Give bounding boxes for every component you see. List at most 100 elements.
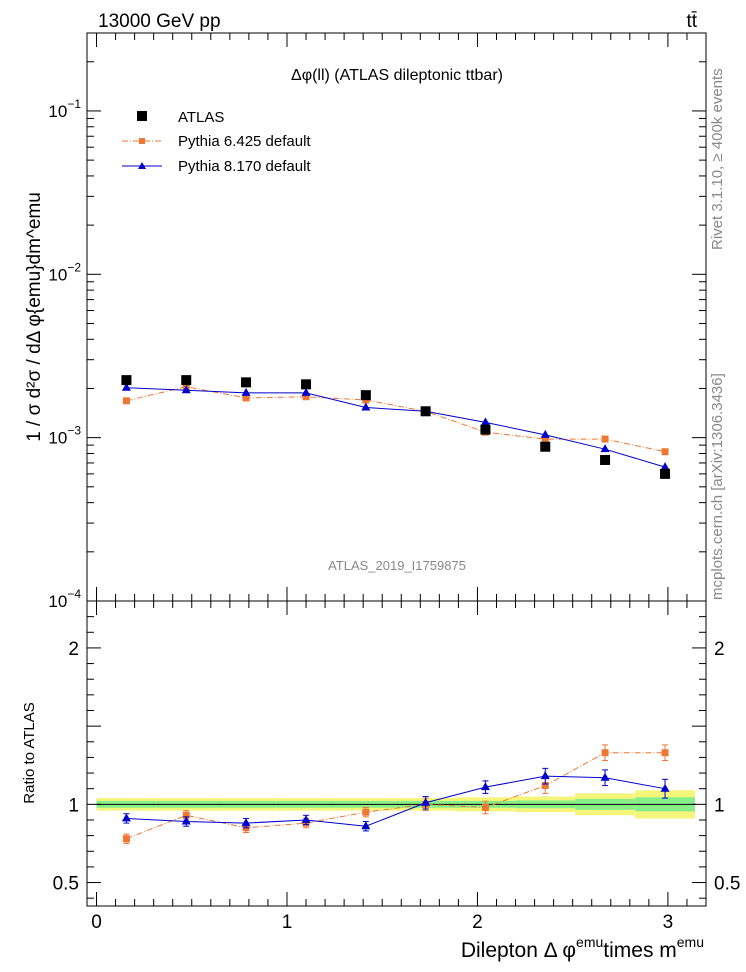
main-atlas-point (301, 379, 312, 390)
x-axis-label-main: Dilepton Δ φ (461, 939, 576, 962)
main-atlas-point (660, 468, 671, 479)
legend-pythia8-marker (138, 162, 146, 169)
main-atlas-point (241, 377, 252, 388)
ratio-axis-ticks (87, 601, 706, 906)
x-tick-labels: 0 1 2 3 (91, 912, 673, 933)
ratio-pythia6-point (601, 749, 609, 757)
main-pythia8-point (660, 462, 670, 471)
main-y-tick-labels: 10−110−210−310−4 (48, 97, 81, 611)
main-pythia8-line (126, 387, 666, 468)
main-pythia8-point (181, 385, 191, 394)
main-pythia8-point (241, 387, 251, 396)
legend-pythia6-marker (139, 138, 145, 144)
ratio-pythia8-point (480, 782, 490, 791)
main-pythia6-point (661, 448, 669, 456)
main-y-tick-mantissa: 10 (48, 265, 67, 284)
ratio-pythia8-point (421, 797, 431, 806)
ratio-pythia8-point (121, 813, 131, 822)
ratio-pythia6-point (362, 808, 370, 816)
ratio-pythia8-point (301, 814, 311, 823)
main-atlas-point (181, 375, 192, 386)
analysis-watermark: ATLAS_2019_I1759875 (328, 558, 466, 573)
ratio-y-tick-label: 1 (68, 795, 79, 816)
main-panel: Δφ(ll) (ATLAS dileptonic ttbar) ATLAS_20… (24, 32, 707, 611)
ratio-pythia8-point (540, 771, 550, 780)
ratio-pythia6-point (182, 811, 190, 819)
ratio-y-tick-label-right: 0.5 (714, 874, 740, 895)
main-pythia6-point (122, 397, 130, 405)
ratio-pythia8-point (241, 818, 251, 827)
ratio-y-tick-label: 0.5 (53, 874, 79, 895)
ratio-pythia8-point (361, 821, 371, 830)
ratio-pythia6-point (122, 835, 130, 843)
main-pythia8-point (121, 382, 131, 391)
main-pythia6-point (302, 393, 310, 401)
main-atlas-point (480, 424, 491, 435)
main-axis-ticks (87, 33, 706, 602)
mcplots-source-label: mcplots.cern.ch [arXiv:1306.3436] (709, 373, 726, 600)
ratio-y-tick-label-right: 1 (714, 795, 725, 816)
ratio-pythia6-point (541, 782, 549, 790)
header-energy-label: 13000 GeV pp (98, 11, 221, 32)
ratio-pythia6-point (661, 749, 669, 757)
main-pythia8-point (540, 429, 550, 438)
main-y-tick-label: 10−3 (48, 424, 81, 448)
main-y-axis-label: 1 / σ d²σ / dΔ φ{emu}dm^emu (24, 192, 45, 442)
ratio-pythia8-point (600, 772, 610, 781)
x-tick-label: 3 (663, 912, 674, 933)
x-tick-label: 0 (91, 912, 102, 933)
legend-atlas-marker (137, 111, 147, 121)
main-pythia6-point (601, 435, 609, 443)
ratio-y-tick-labels: 0.5 1 2 (53, 639, 79, 895)
x-axis-label-sup1: emu (576, 934, 603, 950)
x-tick-label: 1 (282, 912, 293, 933)
ratio-frame (86, 600, 707, 907)
main-pythia6-point (541, 435, 549, 443)
main-atlas-point (360, 390, 371, 401)
legend-pythia6-label: Pythia 6.425 default (178, 133, 311, 150)
ratio-y-axis-label: Ratio to ATLAS (21, 702, 38, 803)
main-y-tick-exponent: −4 (67, 587, 81, 601)
rivet-version-label: Rivet 3.1.10, ≥ 400k events (709, 68, 726, 250)
main-atlas-point (600, 454, 611, 465)
main-pythia8-point (361, 402, 371, 411)
ratio-pythia6-line (126, 752, 666, 840)
main-y-tick-label: 10−4 (48, 587, 81, 611)
legend: ATLAS Pythia 6.425 default Pythia 8.170 … (122, 109, 311, 175)
ratio-pythia6-point (481, 803, 489, 811)
legend-pythia8-label: Pythia 8.170 default (178, 158, 311, 175)
ratio-y-tick-labels-right: 0.5 1 2 (714, 639, 740, 895)
x-tick-label: 2 (472, 912, 483, 933)
main-pythia8-point (480, 417, 490, 426)
ratio-pythia8-point (181, 816, 191, 825)
main-series-layer (121, 375, 671, 479)
main-pythia6-point (242, 394, 250, 402)
main-pythia8-point (600, 444, 610, 453)
main-title: Δφ(ll) (ATLAS dileptonic ttbar) (291, 67, 503, 84)
x-axis-label-mid: times m (603, 939, 677, 962)
legend-atlas-label: ATLAS (178, 109, 224, 126)
main-y-tick-exponent: −3 (67, 424, 81, 438)
ratio-pythia8-line (126, 775, 666, 827)
ratio-pythia8-point (660, 783, 670, 792)
main-y-tick-mantissa: 10 (48, 429, 67, 448)
ratio-panel: 0.5 1 2 0.5 1 2 Ratio to ATLAS 0 1 2 3 Dilepton… (21, 600, 740, 962)
main-pythia8-point (301, 387, 311, 396)
ratio-series-layer (121, 744, 670, 844)
x-axis-label: Dilepton Δ φemutimes memu (461, 934, 704, 962)
main-y-tick-label: 10−1 (48, 97, 81, 121)
main-atlas-point (121, 375, 132, 386)
main-y-tick-label: 10−2 (48, 260, 81, 284)
ratio-y-tick-label-right: 2 (714, 639, 725, 660)
main-y-tick-exponent: −1 (67, 97, 81, 111)
main-atlas-point (540, 441, 551, 452)
main-atlas-point (420, 406, 431, 417)
main-y-tick-mantissa: 10 (48, 102, 67, 121)
main-pythia6-line (126, 386, 666, 453)
x-axis-label-sup2: emu (677, 934, 704, 950)
ratio-y-tick-label: 2 (68, 639, 79, 660)
main-y-tick-mantissa: 10 (48, 592, 67, 611)
main-y-tick-exponent: −2 (67, 260, 81, 274)
header-process-label: tt̄ (686, 11, 697, 32)
